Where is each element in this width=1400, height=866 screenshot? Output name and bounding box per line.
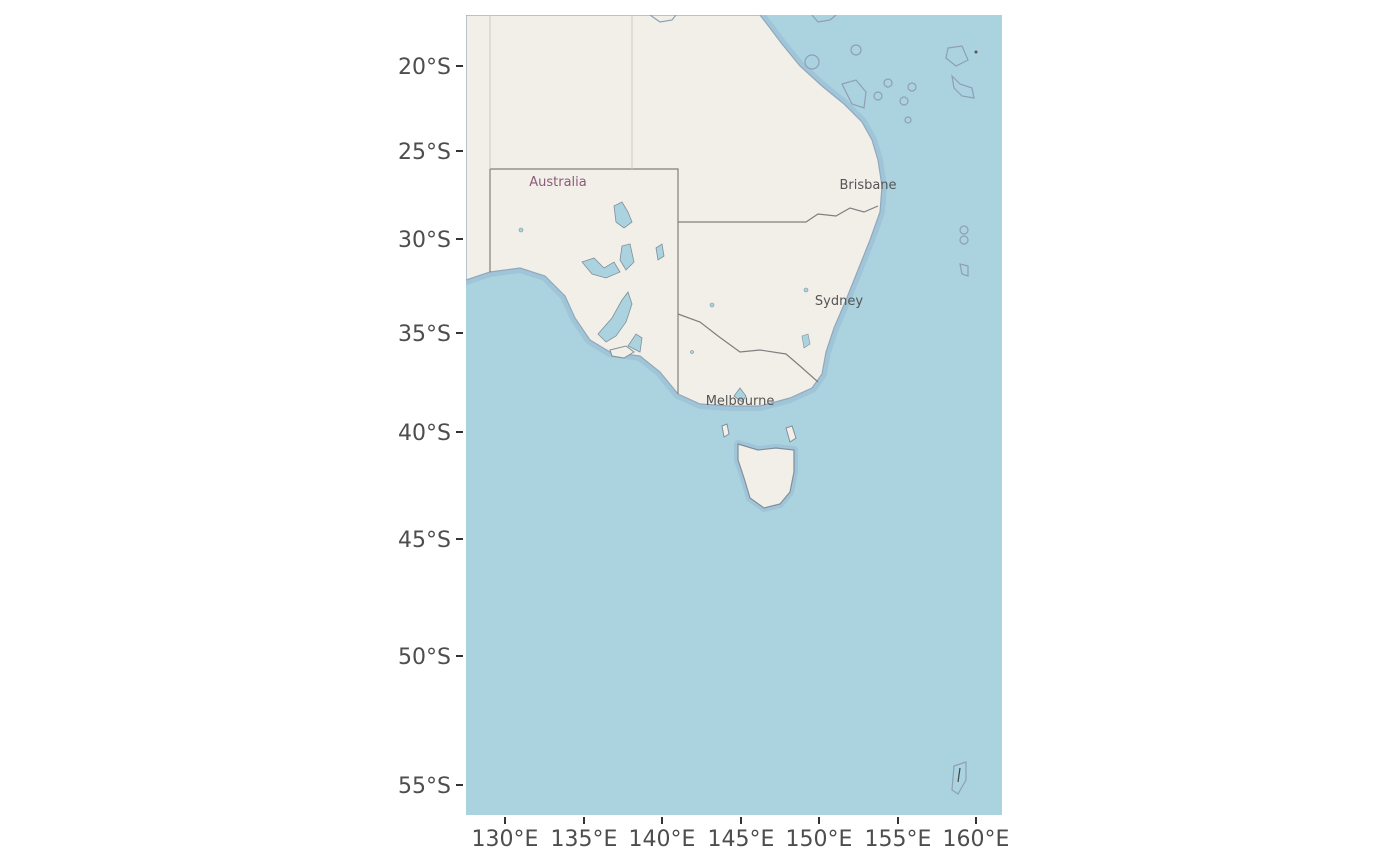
reef-island [951,74,975,99]
state-border-qld-nsw [678,205,879,223]
small-lake [709,302,715,308]
small-lake [518,227,524,233]
label-melbourne: Melbourne [706,394,775,409]
label-sydney: Sydney [815,294,863,309]
lon-tick-label: 145°E [708,827,775,852]
gulf-st-vincent [627,333,643,353]
reef-island [873,91,883,101]
offshore-island [959,225,969,235]
lon-tick-label: 135°E [551,827,618,852]
lat-tick-label: 40°S [398,421,451,446]
lat-tick: 40°S [398,421,463,446]
lat-tick: 30°S [398,228,463,253]
lon-tick: 160°E [943,817,1010,852]
kangaroo-island [609,345,635,359]
y-axis: 20°S 25°S 30°S 35°S 40°S 45°S 50°S 55°S [398,55,463,799]
mainland-australia [466,15,883,407]
reef-island [811,15,837,23]
lat-tick: 25°S [398,140,463,165]
reef-island [850,44,862,56]
map-panel[interactable]: Australia Brisbane Sydney Melbourne [466,15,1002,815]
lat-tick: 55°S [398,774,463,799]
small-lake [801,333,811,349]
reef-island [904,116,912,124]
lat-tick: 35°S [398,322,463,347]
lon-tick-label: 140°E [629,827,696,852]
label-australia: Australia [529,175,587,190]
lat-tick: 20°S [398,55,463,80]
lon-tick: 150°E [786,817,853,852]
king-island [721,423,730,438]
reef-island [804,54,820,70]
lake-frome [655,243,665,261]
lat-tick-label: 50°S [398,645,451,670]
x-axis: 130°E 135°E 140°E 145°E 150°E 155°E 160°… [472,817,1010,852]
lat-tick: 50°S [398,645,463,670]
lake-gairdner [619,243,635,271]
state-border-nsw-vic [677,313,819,383]
lat-tick-label: 45°S [398,528,451,553]
spencer-gulf [597,291,633,343]
lat-tick: 45°S [398,528,463,553]
lake-eyre [613,201,633,229]
lat-tick-label: 30°S [398,228,451,253]
lon-tick: 145°E [708,817,775,852]
label-brisbane: Brisbane [839,178,896,193]
lat-tick-label: 55°S [398,774,451,799]
lon-tick-label: 160°E [943,827,1010,852]
reef-island [649,15,677,23]
lake-torrens [581,257,621,279]
lon-tick: 155°E [865,817,932,852]
offshore-island [959,235,969,245]
flinders-island [785,425,797,443]
lon-tick-label: 130°E [472,827,539,852]
reef-island [841,79,867,109]
reef-island [899,96,909,106]
macquarie-island [951,761,967,795]
lat-tick-label: 25°S [398,140,451,165]
lon-tick: 135°E [551,817,618,852]
lat-tick-label: 20°S [398,55,451,80]
lord-howe-island [959,263,969,277]
reef-island [883,78,893,88]
small-lake [803,287,809,293]
small-lake [690,350,694,354]
lat-tick-label: 35°S [398,322,451,347]
lon-tick-label: 155°E [865,827,932,852]
reef-island [974,50,978,54]
tasmania [737,443,795,509]
macquarie-island-line [957,767,961,783]
lon-tick-label: 150°E [786,827,853,852]
lon-tick: 130°E [472,817,539,852]
state-border-sa-nt [489,168,679,394]
lon-tick: 140°E [629,817,696,852]
reef-island [945,45,969,67]
port-phillip-bay [733,387,747,403]
reef-island [907,82,917,92]
